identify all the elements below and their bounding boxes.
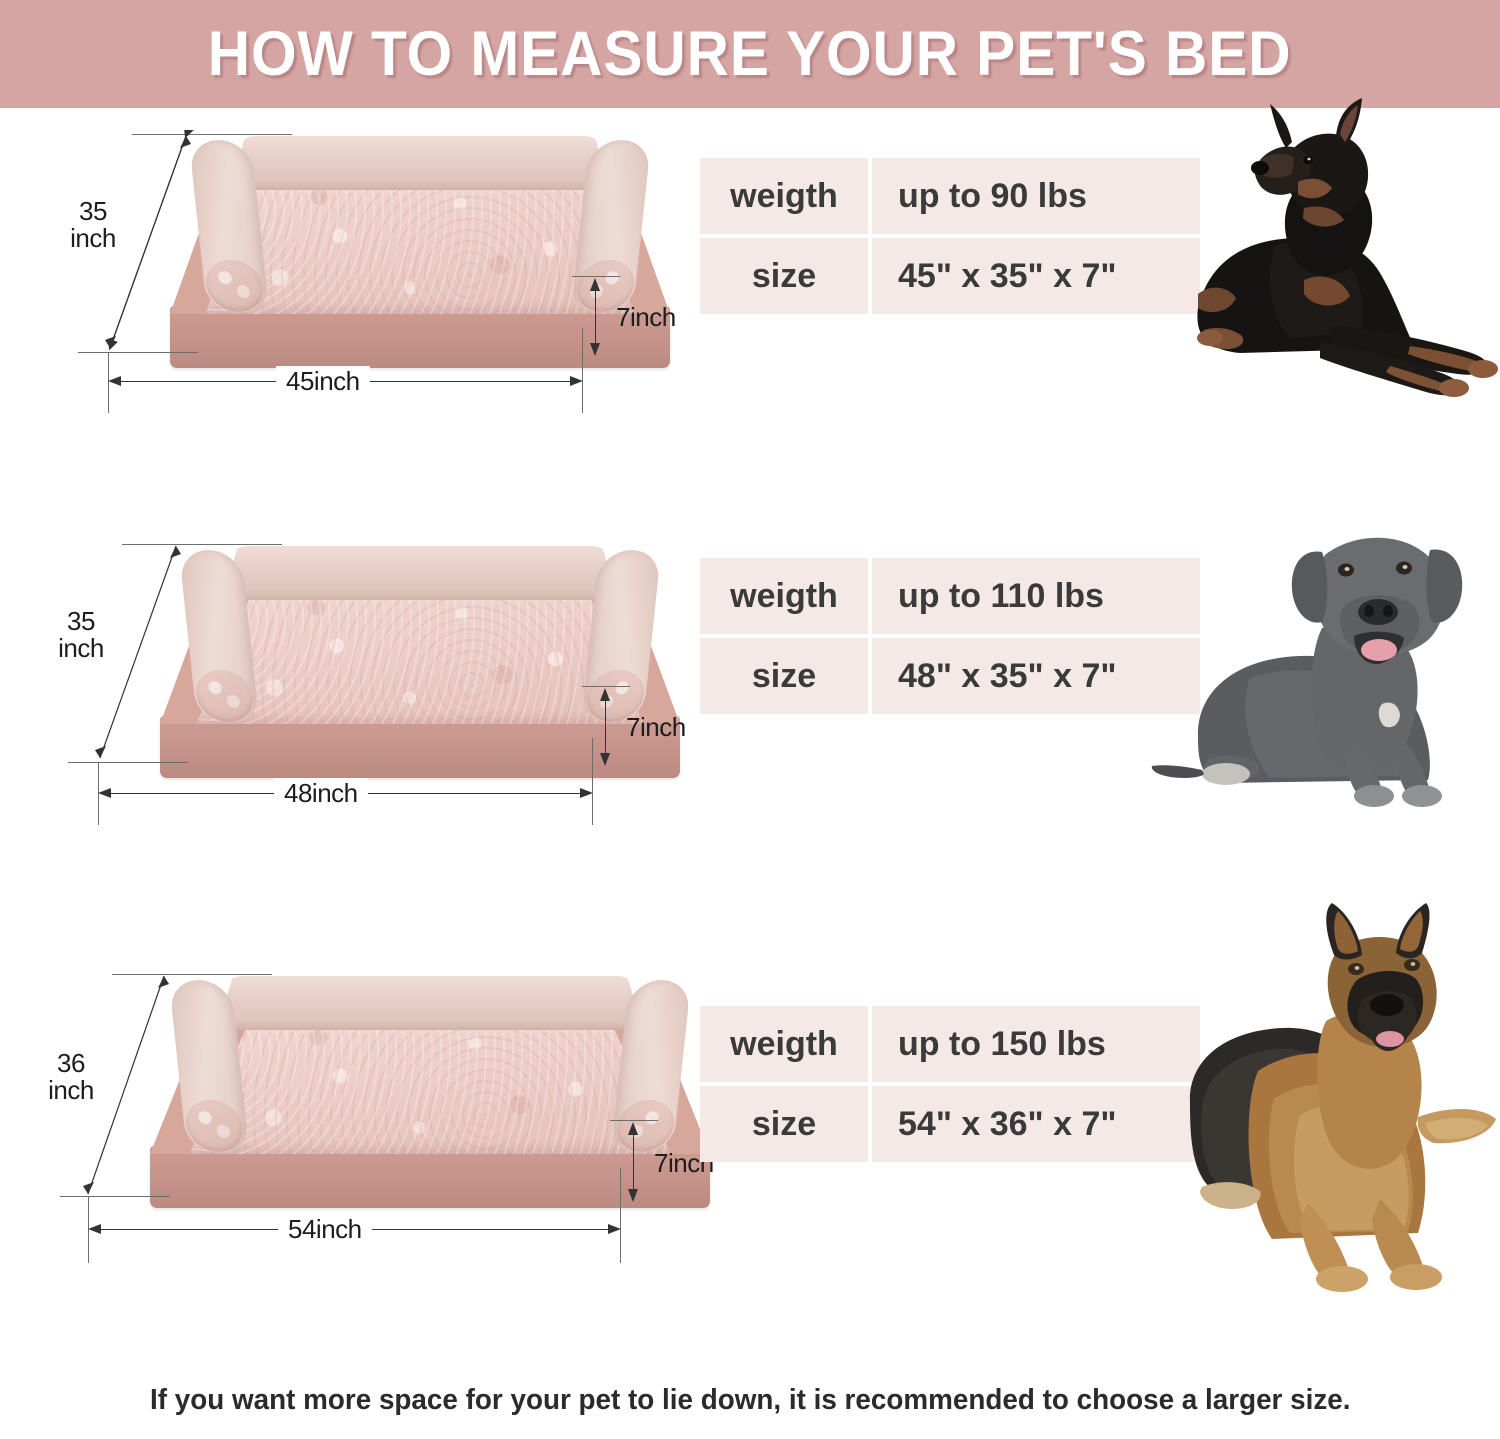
extension-line-bottom bbox=[78, 352, 198, 353]
dog-photo-doberman bbox=[1197, 98, 1498, 397]
depth-dimension-arrow bbox=[95, 545, 181, 759]
size-section-45: 35 inch 45inch 7inch weigth up to 90 lbs… bbox=[0, 98, 1500, 528]
dog-photo-great-dane bbox=[1151, 537, 1463, 807]
weight-key-cell: weigth bbox=[700, 1006, 868, 1082]
extension-line-bottom bbox=[60, 1196, 170, 1197]
height-dimension-label: 7inch bbox=[616, 302, 676, 332]
size-key-cell: size bbox=[700, 638, 868, 714]
dog-photo-german-shepherd bbox=[1189, 903, 1496, 1292]
extension-line-top bbox=[112, 974, 272, 975]
footer-note: If you want more space for your pet to l… bbox=[0, 1384, 1500, 1417]
height-tick-top bbox=[582, 686, 630, 687]
weight-key-cell: weigth bbox=[700, 158, 868, 234]
table-row: size 48" x 35" x 7" bbox=[700, 638, 1200, 714]
bed-illustration bbox=[160, 538, 680, 788]
depth-dimension-arrow bbox=[105, 130, 194, 351]
spec-table-54: weigth up to 150 lbs size 54" x 36" x 7" bbox=[700, 1006, 1200, 1162]
width-dimension-label: 48inch bbox=[274, 778, 368, 809]
height-tick-top bbox=[610, 1120, 658, 1121]
bed-illustration bbox=[170, 128, 670, 378]
table-row: weigth up to 90 lbs bbox=[700, 158, 1200, 234]
height-dimension-arrow bbox=[594, 688, 618, 766]
width-dimension-arrow: 48inch bbox=[98, 778, 593, 809]
page-title: HOW TO MEASURE YOUR PET'S BED bbox=[208, 19, 1292, 89]
size-section-48: 35 inch 48inch 7inch weigth up to 110 lb… bbox=[0, 528, 1500, 958]
weight-value-cell: up to 110 lbs bbox=[872, 558, 1200, 634]
height-dimension-arrow bbox=[622, 1122, 646, 1202]
size-key-cell: size bbox=[700, 1086, 868, 1162]
size-section-54: 36 inch 54inch 7inch weigth up to 150 lb… bbox=[0, 903, 1500, 1398]
width-tick-right bbox=[582, 328, 583, 413]
width-dimension-label: 45inch bbox=[276, 366, 370, 397]
height-dimension-arrow bbox=[584, 278, 608, 356]
bed-illustration bbox=[150, 968, 710, 1218]
size-value-cell: 48" x 35" x 7" bbox=[872, 638, 1200, 714]
bolster-back bbox=[216, 976, 644, 1030]
width-dimension-label: 54inch bbox=[278, 1214, 372, 1245]
table-row: size 45" x 35" x 7" bbox=[700, 238, 1200, 314]
extension-line-top bbox=[122, 544, 282, 545]
spec-table-45: weigth up to 90 lbs size 45" x 35" x 7" bbox=[700, 158, 1200, 314]
bolster-back bbox=[222, 546, 618, 600]
page-header: HOW TO MEASURE YOUR PET'S BED bbox=[0, 0, 1500, 108]
depth-dimension-label: 35 inch bbox=[70, 196, 116, 253]
depth-dimension-label: 36 inch bbox=[48, 1048, 94, 1105]
table-row: size 54" x 36" x 7" bbox=[700, 1086, 1200, 1162]
width-tick-right bbox=[592, 738, 593, 825]
height-dimension-label: 7inch bbox=[626, 712, 686, 742]
bed-base bbox=[150, 1146, 710, 1208]
footer-note-text: If you want more space for your pet to l… bbox=[149, 1384, 1351, 1416]
depth-dimension-label: 35 inch bbox=[58, 606, 104, 663]
bed-diagram-48: 35 inch 48inch 7inch bbox=[58, 538, 720, 838]
spec-table-48: weigth up to 110 lbs size 48" x 35" x 7" bbox=[700, 558, 1200, 714]
weight-value-cell: up to 150 lbs bbox=[872, 1006, 1200, 1082]
bed-cushion bbox=[189, 1024, 671, 1154]
width-tick-right bbox=[620, 1168, 621, 1263]
size-key-cell: size bbox=[700, 238, 868, 314]
height-tick-top bbox=[572, 276, 620, 277]
extension-line-top bbox=[132, 134, 292, 135]
weight-value-cell: up to 90 lbs bbox=[872, 158, 1200, 234]
bolster-back bbox=[230, 136, 610, 190]
bed-diagram-45: 35 inch 45inch 7inch bbox=[60, 128, 720, 428]
bed-diagram-54: 36 inch 54inch 7inch bbox=[48, 968, 720, 1268]
bed-cushion bbox=[196, 594, 644, 724]
size-value-cell: 54" x 36" x 7" bbox=[872, 1086, 1200, 1162]
size-value-cell: 45" x 35" x 7" bbox=[872, 238, 1200, 314]
weight-key-cell: weigth bbox=[700, 558, 868, 634]
depth-dimension-arrow bbox=[83, 975, 169, 1195]
width-dimension-arrow: 45inch bbox=[108, 366, 583, 397]
width-dimension-arrow: 54inch bbox=[88, 1214, 621, 1245]
table-row: weigth up to 110 lbs bbox=[700, 558, 1200, 634]
extension-line-bottom bbox=[68, 762, 188, 763]
table-row: weigth up to 150 lbs bbox=[700, 1006, 1200, 1082]
bed-cushion bbox=[205, 184, 635, 314]
